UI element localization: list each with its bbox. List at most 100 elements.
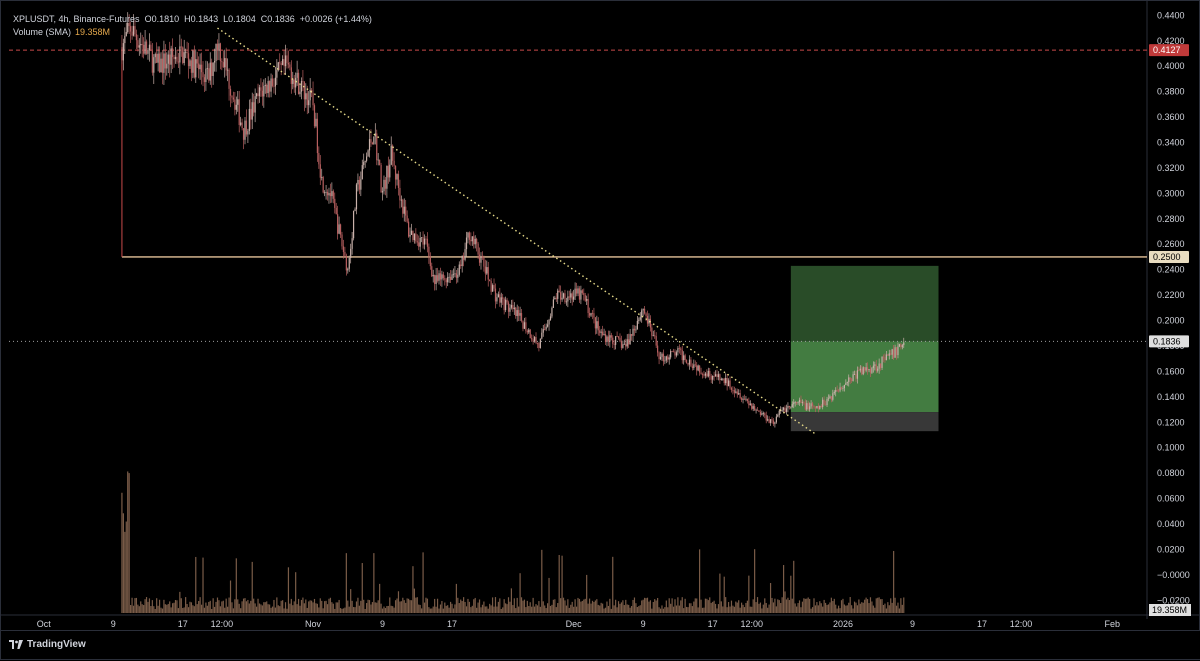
candle-body bbox=[503, 298, 505, 311]
candle-body bbox=[806, 403, 808, 410]
volume-bar bbox=[532, 597, 534, 613]
candle-body bbox=[393, 160, 395, 166]
volume-bar bbox=[467, 598, 469, 613]
volume-bar bbox=[205, 602, 207, 613]
volume-bar bbox=[523, 599, 526, 613]
candle-body bbox=[267, 81, 269, 94]
candle-body bbox=[690, 359, 692, 367]
volume-bar bbox=[305, 599, 307, 613]
volume-bar bbox=[151, 600, 153, 613]
candle-body bbox=[893, 349, 895, 358]
volume-bar bbox=[856, 605, 859, 613]
candle-body bbox=[306, 93, 308, 106]
volume-bar bbox=[282, 600, 284, 613]
volume-bar bbox=[644, 597, 646, 613]
volume-bar bbox=[390, 605, 392, 613]
volume-bar bbox=[717, 604, 720, 613]
volume-bar bbox=[419, 604, 421, 613]
volume-bar bbox=[675, 605, 678, 613]
candle-body bbox=[765, 415, 767, 421]
time-tick-label: 17 bbox=[708, 619, 718, 629]
candle-body bbox=[335, 207, 337, 215]
candle-body bbox=[455, 273, 457, 278]
candle-body bbox=[140, 44, 142, 46]
volume-bar bbox=[478, 599, 481, 613]
descending-trendline bbox=[217, 27, 818, 436]
candle-body bbox=[696, 365, 698, 371]
volume-bar bbox=[615, 599, 617, 613]
candle-body bbox=[819, 405, 821, 409]
volume-bar bbox=[768, 604, 770, 613]
volume-bar bbox=[161, 608, 164, 613]
time-tick-label: 9 bbox=[910, 619, 915, 629]
volume-bar bbox=[544, 605, 546, 613]
symbol-info[interactable]: XPLUSDT, 4h, Binance-Futures bbox=[13, 14, 140, 24]
candle-body bbox=[425, 238, 427, 240]
candle-body bbox=[878, 363, 880, 369]
candle-body bbox=[200, 64, 203, 73]
candle-body bbox=[719, 374, 721, 380]
volume-bar bbox=[211, 608, 213, 613]
volume-bar bbox=[490, 605, 492, 613]
candle-body bbox=[507, 302, 510, 312]
volume-bar bbox=[890, 598, 892, 613]
candle-body bbox=[680, 348, 682, 351]
candle-body bbox=[574, 288, 576, 297]
volume-bar bbox=[754, 549, 756, 613]
candle-body bbox=[871, 368, 873, 373]
candle-body bbox=[215, 43, 217, 62]
candle-body bbox=[203, 77, 206, 83]
candle-body bbox=[704, 373, 707, 376]
volume-bar bbox=[593, 601, 595, 613]
candle-body bbox=[506, 299, 508, 303]
volume-bar bbox=[503, 599, 505, 613]
volume-bar bbox=[810, 608, 812, 613]
volume-bar bbox=[684, 598, 686, 613]
candle-body bbox=[228, 69, 230, 89]
volume-bar bbox=[186, 604, 188, 613]
candle-body bbox=[266, 84, 268, 94]
volume-bar bbox=[150, 606, 152, 613]
candle-body bbox=[604, 334, 607, 343]
volume-bar bbox=[903, 597, 905, 613]
candle-body bbox=[489, 279, 491, 282]
candle-body bbox=[600, 331, 602, 333]
candle-body bbox=[720, 378, 722, 380]
candle-body bbox=[826, 399, 828, 406]
volume-bar bbox=[337, 602, 339, 613]
candle-body bbox=[451, 274, 453, 280]
candle-body bbox=[602, 331, 604, 336]
candle-body bbox=[157, 53, 159, 63]
volume-bar bbox=[253, 598, 255, 613]
volume-bar bbox=[332, 603, 334, 613]
volume-bar bbox=[274, 607, 277, 613]
volume-bar bbox=[360, 600, 362, 613]
tradingview-brand[interactable]: TradingView bbox=[9, 639, 86, 650]
candle-body bbox=[271, 78, 274, 86]
volume-bar bbox=[167, 603, 169, 613]
candle-body bbox=[580, 290, 582, 300]
candle-body bbox=[199, 64, 201, 70]
candle-body bbox=[354, 209, 356, 211]
candle-body bbox=[355, 184, 358, 210]
volume-bar bbox=[461, 601, 463, 613]
volume-bar bbox=[325, 600, 327, 613]
volume-bar bbox=[565, 605, 568, 613]
candle-body bbox=[361, 165, 363, 180]
volume-bar bbox=[368, 600, 371, 613]
candle-body bbox=[344, 251, 346, 256]
candle-body bbox=[284, 55, 287, 67]
candle-body bbox=[652, 335, 654, 337]
candle-body bbox=[851, 379, 853, 381]
price-tick-label: 0.4000 bbox=[1157, 61, 1185, 71]
volume-label[interactable]: Volume (SMA) bbox=[13, 27, 72, 37]
candle-body bbox=[505, 299, 507, 311]
candle-body bbox=[796, 402, 798, 404]
volume-bar bbox=[704, 598, 707, 613]
volume-bar bbox=[571, 601, 573, 613]
volume-bar bbox=[596, 599, 598, 613]
volume-bar bbox=[232, 608, 235, 613]
candle-body bbox=[235, 104, 237, 110]
volume-bar bbox=[586, 574, 588, 613]
